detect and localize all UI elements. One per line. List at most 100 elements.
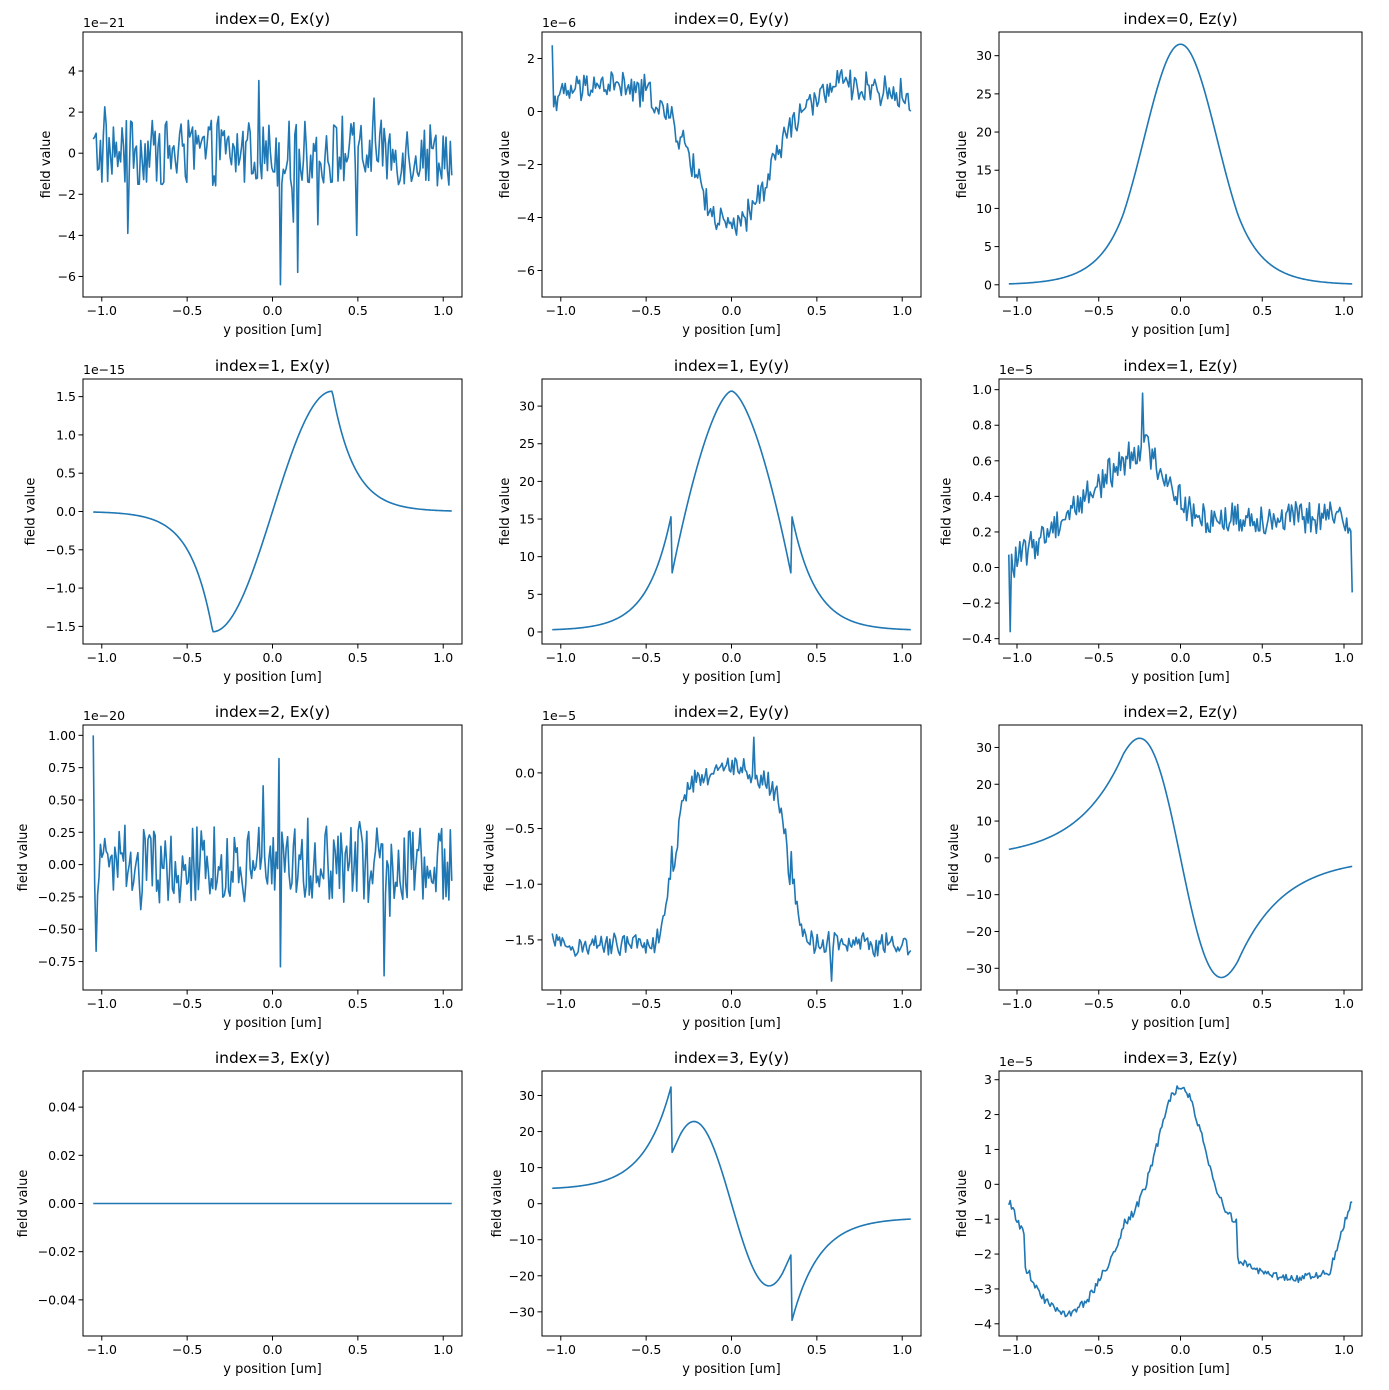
subplot-3: −1.0 −0.5 0.0 0.5 1.0 −1.5 −1.0 −0.5 0.0 0.5 1.0 1.…	[24, 357, 463, 685]
x-tick-label: 1.0	[433, 996, 453, 1011]
y-axis-label: field value	[955, 131, 970, 199]
y-tick-label: 30	[976, 48, 992, 63]
x-tick-label: 1.0	[433, 650, 453, 665]
y-tick-label: 25	[976, 86, 992, 101]
x-tick-label: −0.5	[172, 1342, 202, 1357]
x-tick-label: −1.0	[1002, 1342, 1032, 1357]
subplot-6: −1.0 −0.5 0.0 0.5 1.0 −0.75 −0.50 −0.25 0.00 0.25…	[16, 703, 463, 1031]
subplot-title: index=1, Ez(y)	[1123, 357, 1237, 375]
y-tick-label: 10	[976, 814, 992, 829]
y-tick-label: 0	[984, 850, 992, 865]
series-line	[552, 1086, 911, 1322]
y-axis-label: field value	[483, 824, 498, 892]
x-tick-label: −0.5	[1084, 996, 1114, 1011]
subplot-title: index=0, Ey(y)	[674, 10, 789, 28]
subplot-title: index=1, Ey(y)	[674, 357, 789, 375]
y-tick-label: −6	[517, 263, 535, 278]
x-axis-label: y position [um]	[223, 670, 322, 685]
x-tick-label: −1.0	[87, 1342, 117, 1357]
x-axis-label: y position [um]	[1131, 670, 1230, 685]
y-tick-label: −1.5	[46, 619, 76, 634]
y-tick-label: 0.6	[972, 453, 992, 468]
x-tick-label: −0.5	[172, 996, 202, 1011]
x-tick-label: −0.5	[172, 303, 202, 318]
x-tick-label: 0.0	[1171, 650, 1191, 665]
y-tick-label: −4	[58, 228, 76, 243]
series-line	[1008, 43, 1353, 285]
x-axis-label: y position [um]	[682, 323, 781, 338]
subplot-10: −1.0 −0.5 0.0 0.5 1.0 −30 −20 −10 0 10 20 30 index=3…	[490, 1049, 922, 1377]
subplot-1: −1.0 −0.5 0.0 0.5 1.0 −6 −4 −2 0 2 index=0, Ey(y) y…	[498, 10, 922, 338]
y-tick-label: 0.25	[48, 825, 76, 840]
axes-frame	[998, 1070, 1363, 1337]
x-tick-label: 1.0	[892, 650, 912, 665]
x-tick-label: −0.5	[631, 1342, 661, 1357]
subplot-0: −1.0 −0.5 0.0 0.5 1.0 −6 −4 −2 0 2 4 index=0, Ex(y)…	[39, 10, 463, 338]
x-tick-label: −1.0	[546, 996, 576, 1011]
x-tick-label: 0.5	[348, 650, 368, 665]
y-tick-label: 15	[519, 512, 535, 527]
y-tick-label: 1.0	[56, 427, 76, 442]
y-axis-label: field value	[940, 478, 955, 546]
y-tick-label: 0.5	[56, 466, 76, 481]
x-tick-label: 0.5	[807, 303, 827, 318]
axis-offset-text: 1e−5	[542, 708, 576, 723]
y-tick-label: 0.8	[972, 418, 992, 433]
x-tick-label: −0.5	[1084, 1342, 1114, 1357]
y-tick-label: 30	[976, 740, 992, 755]
y-tick-label: 20	[519, 474, 535, 489]
x-tick-label: −1.0	[87, 303, 117, 318]
x-tick-label: 0.0	[722, 303, 742, 318]
series-line	[1008, 1085, 1353, 1318]
y-tick-label: −1.0	[46, 581, 76, 596]
y-tick-label: −10	[966, 887, 992, 902]
x-tick-label: −0.5	[1084, 303, 1114, 318]
x-tick-label: 1.0	[892, 1342, 912, 1357]
y-tick-label: −0.2	[962, 596, 992, 611]
y-tick-label: 0.04	[48, 1100, 76, 1115]
subplot-title: index=3, Ex(y)	[215, 1049, 330, 1067]
y-tick-label: 30	[519, 1088, 535, 1103]
y-tick-label: 1.0	[972, 382, 992, 397]
series-line	[551, 45, 912, 236]
x-tick-label: −0.5	[631, 303, 661, 318]
axis-offset-text: 1e−5	[999, 362, 1033, 377]
y-tick-label: 0.50	[48, 792, 76, 807]
x-tick-label: −1.0	[87, 996, 117, 1011]
y-tick-label: 30	[519, 399, 535, 414]
y-tick-label: −0.5	[46, 542, 76, 557]
y-tick-label: 0.00	[48, 857, 76, 872]
subplot-title: index=2, Ez(y)	[1123, 703, 1237, 721]
y-tick-label: −2	[58, 187, 76, 202]
x-tick-label: 0.0	[722, 1342, 742, 1357]
x-tick-label: 0.0	[722, 996, 742, 1011]
y-tick-label: −30	[509, 1304, 535, 1319]
axis-offset-text: 1e−15	[83, 362, 125, 377]
x-tick-label: 1.0	[1334, 303, 1354, 318]
x-tick-label: 0.0	[263, 303, 283, 318]
y-tick-label: 0.02	[48, 1148, 76, 1163]
y-tick-label: 0.0	[515, 765, 535, 780]
y-tick-label: 25	[519, 436, 535, 451]
y-axis-label: field value	[16, 1170, 31, 1238]
x-tick-label: 0.0	[1171, 996, 1191, 1011]
y-tick-label: −10	[509, 1232, 535, 1247]
y-tick-label: 0.4	[972, 489, 992, 504]
y-tick-label: −20	[509, 1268, 535, 1283]
y-tick-label: −4	[517, 210, 535, 225]
x-tick-label: 0.5	[348, 303, 368, 318]
y-tick-label: −6	[58, 269, 76, 284]
x-tick-label: 1.0	[1334, 1342, 1354, 1357]
x-tick-label: −0.5	[631, 650, 661, 665]
series-line	[92, 735, 453, 977]
y-tick-label: −1.5	[505, 932, 535, 947]
x-tick-label: 0.0	[263, 650, 283, 665]
x-axis-label: y position [um]	[1131, 1016, 1230, 1031]
y-tick-label: 2	[527, 51, 535, 66]
y-tick-label: 1.5	[56, 389, 76, 404]
y-tick-label: 15	[976, 163, 992, 178]
x-tick-label: −1.0	[1002, 996, 1032, 1011]
x-tick-label: 1.0	[892, 303, 912, 318]
series-line	[552, 390, 911, 631]
